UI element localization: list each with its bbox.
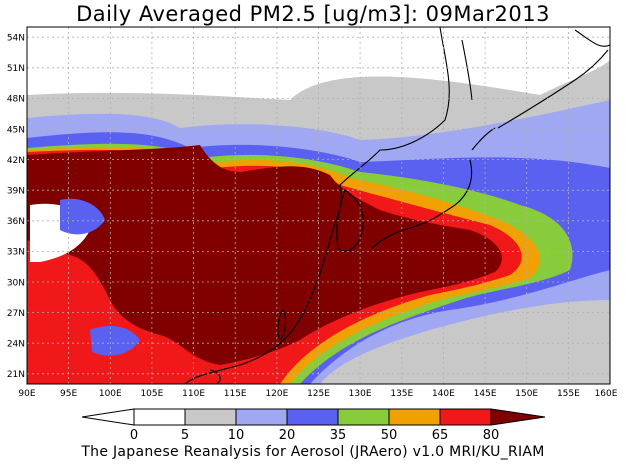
colorbar-segment xyxy=(388,408,441,426)
y-tick-label: 51N xyxy=(7,64,25,74)
x-axis-labels: 90E 95E 100E 105E 110E 115E 120E 125E 13… xyxy=(18,389,617,399)
y-axis-labels: 54N 51N 48N 45N 42N 39N 36N 33N 30N 27N … xyxy=(7,34,25,381)
x-tick-label: 155E xyxy=(557,389,580,399)
colorbar-low-arrow xyxy=(81,408,135,426)
y-tick-label: 54N xyxy=(7,34,25,44)
colorbar-segment xyxy=(184,408,237,426)
colorbar-segment xyxy=(439,408,492,426)
colorbar-label: 5 xyxy=(181,428,189,443)
coastline-kuril xyxy=(497,49,609,129)
x-tick-label: 110E xyxy=(182,389,205,399)
y-tick-label: 27N xyxy=(7,309,25,319)
colorbar-segment xyxy=(235,408,288,426)
pm25-field xyxy=(27,27,610,384)
y-tick-label: 42N xyxy=(7,156,25,166)
colorbar-high-arrow xyxy=(490,408,546,426)
x-tick-label: 140E xyxy=(432,389,455,399)
colorbar-label: 0 xyxy=(130,428,138,443)
y-tick-label: 30N xyxy=(7,278,25,288)
x-tick-label: 145E xyxy=(474,389,497,399)
x-tick-label: 150E xyxy=(515,389,538,399)
x-tick-label: 125E xyxy=(307,389,330,399)
coastlines xyxy=(184,27,610,384)
coastline-taiwan xyxy=(277,308,287,341)
y-tick-label: 39N xyxy=(7,187,25,197)
colorbar-label: 80 xyxy=(483,428,500,443)
y-tick-label: 36N xyxy=(7,217,25,227)
colorbar-label: 50 xyxy=(381,428,398,443)
x-tick-label: 105E xyxy=(140,389,163,399)
coastline-kamchatka xyxy=(574,29,610,47)
colorbar-label: 65 xyxy=(432,428,449,443)
colorbar-label: 35 xyxy=(330,428,347,443)
coastline-sakhalin xyxy=(461,39,473,101)
colorbar-segment xyxy=(337,408,390,426)
coastline-korea xyxy=(336,189,364,252)
coastline-hainan xyxy=(209,369,221,384)
colorbar-label: 10 xyxy=(228,428,245,443)
field-lower-left xyxy=(27,298,80,368)
y-tick-label: 21N xyxy=(7,370,25,380)
colorbar-segment xyxy=(133,408,186,426)
x-tick-label: 135E xyxy=(390,389,413,399)
page-title: Daily Averaged PM2.5 [ug/m3]: 09Mar2013 xyxy=(76,2,550,26)
colorbar-segment xyxy=(286,408,339,426)
colorbar-label: 20 xyxy=(279,428,296,443)
x-tick-label: 100E xyxy=(99,389,122,399)
y-tick-label: 24N xyxy=(7,340,25,350)
grid xyxy=(27,27,610,384)
x-tick-label: 160E xyxy=(595,389,618,399)
field-blue-patch xyxy=(60,198,105,235)
x-tick-label: 90E xyxy=(18,389,35,399)
field-darkred xyxy=(27,145,502,365)
field-lower-left-blue xyxy=(90,325,140,356)
colorbar: 0 5 10 20 35 50 65 80 xyxy=(81,408,546,443)
y-tick-label: 45N xyxy=(7,125,25,135)
x-tick-label: 120E xyxy=(265,389,288,399)
footer-credit: The Japanese Reanalysis for Aerosol (JRA… xyxy=(81,444,545,460)
x-tick-label: 130E xyxy=(349,389,372,399)
x-tick-label: 95E xyxy=(60,389,77,399)
x-tick-label: 115E xyxy=(224,389,247,399)
y-tick-label: 33N xyxy=(7,248,25,258)
y-tick-label: 48N xyxy=(7,95,25,105)
map-frame xyxy=(26,26,611,385)
